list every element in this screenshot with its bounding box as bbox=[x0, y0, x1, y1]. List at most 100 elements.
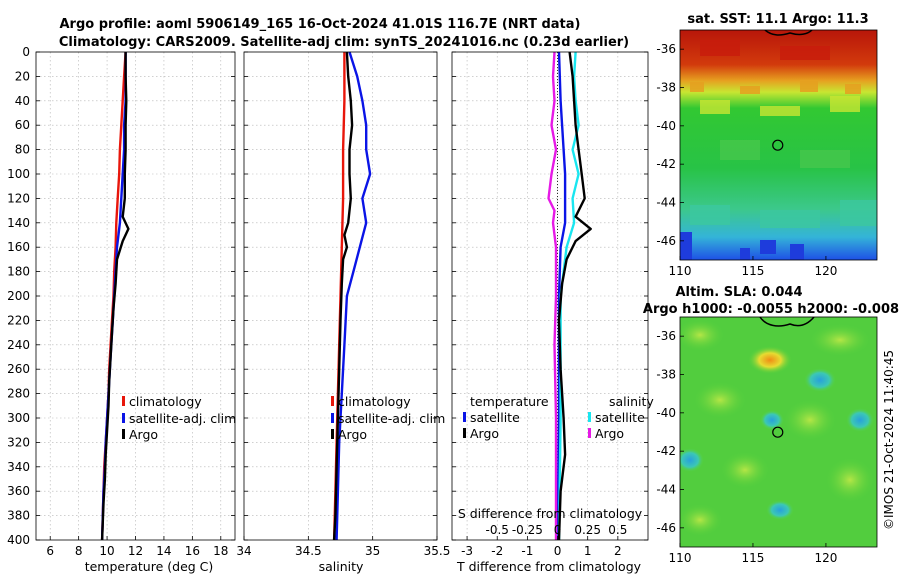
map-x-tick-label: 115 bbox=[742, 264, 765, 278]
depth-tick-label: 100 bbox=[7, 167, 30, 181]
argo-position-marker bbox=[772, 139, 784, 151]
map-x-tick-label: 110 bbox=[669, 551, 692, 565]
legend-label-s-argo: Argo bbox=[595, 426, 624, 441]
difference-xlabel: T difference from climatology bbox=[456, 559, 642, 574]
map-y-tick-label: -42 bbox=[656, 157, 676, 171]
depth-tick-label: 20 bbox=[15, 69, 30, 83]
legend-swatch-climatology bbox=[331, 396, 334, 406]
sst-map bbox=[680, 30, 877, 260]
map-y-tick-label: -40 bbox=[656, 119, 676, 133]
legend-label-argo: Argo bbox=[338, 427, 367, 442]
map-y-tick-label: -44 bbox=[656, 196, 676, 210]
s-difference-label: S difference from climatology bbox=[458, 506, 643, 521]
legend-swatch-s-argo bbox=[588, 428, 591, 438]
s-difference-ticks: -0.5 -0.25 0 0.25 0.5 bbox=[486, 523, 628, 537]
series-line-argo bbox=[332, 51, 354, 541]
argo-position-marker bbox=[772, 426, 784, 438]
depth-axis: 0 20 40 60 80 100 120 140 160 180 200 220 240 260 280 3… bbox=[7, 45, 30, 547]
x-tick-label: 34 bbox=[236, 544, 251, 558]
depth-tick-label: 380 bbox=[7, 509, 30, 523]
plot-frame bbox=[451, 51, 649, 541]
x-tick-label: 35 bbox=[365, 544, 380, 558]
series-line-t-argo bbox=[557, 51, 592, 541]
imos-timestamp: ©IMOS 21-Oct-2024 11:40:45 bbox=[882, 350, 896, 530]
salinity-xlabel: salinity bbox=[319, 559, 364, 574]
map-y-tick-label: -36 bbox=[656, 42, 676, 56]
legend-swatch-s-satellite bbox=[588, 412, 591, 422]
x-tick-label: 2 bbox=[614, 544, 622, 558]
depth-tick-label: 260 bbox=[7, 362, 30, 376]
depth-tick-label: 360 bbox=[7, 484, 30, 498]
legend-label-climatology: climatology bbox=[129, 394, 202, 409]
legend-title-temperature: temperature bbox=[470, 394, 549, 409]
sla-map-axes: 110 115 120 -36 -38 -40 -42 -44 -46 bbox=[656, 329, 837, 565]
x-tick-label: 12 bbox=[128, 544, 143, 558]
plot-frame bbox=[243, 51, 438, 541]
legend-swatch-argo bbox=[331, 429, 334, 439]
depth-tick-label: 140 bbox=[7, 216, 30, 230]
depth-tick-label: 80 bbox=[15, 143, 30, 157]
x-tick-label: 0 bbox=[554, 544, 562, 558]
x-tick-label: 18 bbox=[213, 544, 228, 558]
map-y-tick-label: -36 bbox=[656, 329, 676, 343]
legend-label-climatology: climatology bbox=[338, 394, 411, 409]
legend-label-satellite-adj: satellite-adj. clim bbox=[129, 411, 236, 426]
temperature-legend: climatology satellite-adj. clim Argo bbox=[122, 394, 236, 442]
map-x-tick-label: 115 bbox=[742, 551, 765, 565]
map-x-tick-label: 120 bbox=[814, 551, 837, 565]
s-difference-tick-label: -0.25 bbox=[512, 523, 543, 537]
depth-tick-label: 240 bbox=[7, 338, 30, 352]
x-tick-label: -1 bbox=[521, 544, 533, 558]
salinity-panel: 34 34.5 35 35.5 bbox=[236, 51, 450, 558]
depth-tick-label: 180 bbox=[7, 265, 30, 279]
sla-map-title: Altim. SLA: 0.044 bbox=[676, 285, 803, 300]
x-tick-label: -3 bbox=[461, 544, 473, 558]
x-tick-label: -2 bbox=[491, 544, 503, 558]
depth-tick-label: 60 bbox=[15, 118, 30, 132]
sla-map bbox=[680, 317, 877, 547]
map-y-tick-label: -38 bbox=[656, 368, 676, 382]
legend-swatch-argo bbox=[122, 429, 125, 439]
map-y-tick-label: -38 bbox=[656, 81, 676, 95]
x-tick-label: 16 bbox=[185, 544, 200, 558]
x-tick-label: 6 bbox=[46, 544, 54, 558]
legend-swatch-climatology bbox=[122, 396, 125, 406]
x-tick-label: 14 bbox=[156, 544, 171, 558]
map-x-tick-label: 110 bbox=[669, 264, 692, 278]
legend-label-t-argo: Argo bbox=[470, 426, 499, 441]
x-tick-label: 34.5 bbox=[295, 544, 322, 558]
sla-contour bbox=[759, 317, 815, 327]
legend-swatch-t-satellite bbox=[463, 412, 466, 422]
x-tick-label: 1 bbox=[584, 544, 592, 558]
difference-legend: temperature salinity satellite Argo sate… bbox=[463, 394, 654, 441]
depth-tick-label: 160 bbox=[7, 240, 30, 254]
depth-tick-label: 40 bbox=[15, 94, 30, 108]
x-tick-label: 10 bbox=[99, 544, 114, 558]
sst-map-axes: 110 115 120 -36 -38 -40 -42 -44 -46 bbox=[656, 42, 837, 278]
depth-tick-label: 340 bbox=[7, 460, 30, 474]
map-y-tick-label: -42 bbox=[656, 444, 676, 458]
series-line-satellite-adj-clim bbox=[335, 51, 372, 541]
depth-tick-label: 200 bbox=[7, 289, 30, 303]
legend-swatch-satellite-adj bbox=[122, 413, 125, 423]
depth-tick-label: 320 bbox=[7, 435, 30, 449]
legend-label-s-satellite: satellite bbox=[595, 410, 645, 425]
depth-tick-label: 400 bbox=[7, 533, 30, 547]
temperature-panel: 6 8 10 12 14 16 18 bbox=[35, 51, 236, 558]
map-y-tick-label: -44 bbox=[656, 483, 676, 497]
depth-tick-label: 300 bbox=[7, 411, 30, 425]
depth-tick-label: 220 bbox=[7, 313, 30, 327]
s-difference-tick-label: -0.5 bbox=[486, 523, 509, 537]
legend-label-satellite-adj: satellite-adj. clim bbox=[338, 411, 445, 426]
salinity-legend: climatology satellite-adj. clim Argo bbox=[331, 394, 445, 442]
series-line-s-argo bbox=[547, 51, 558, 540]
s-difference-tick-label: 0.5 bbox=[608, 523, 627, 537]
temperature-xlabel: temperature (deg C) bbox=[85, 559, 214, 574]
figure-title-line2: Climatology: CARS2009. Satellite-adj cli… bbox=[59, 35, 629, 50]
map-y-tick-label: -40 bbox=[656, 406, 676, 420]
depth-tick-label: 120 bbox=[7, 191, 30, 205]
map-x-tick-label: 120 bbox=[814, 264, 837, 278]
series-line-argo bbox=[100, 52, 130, 541]
s-difference-tick-label: 0.25 bbox=[574, 523, 601, 537]
